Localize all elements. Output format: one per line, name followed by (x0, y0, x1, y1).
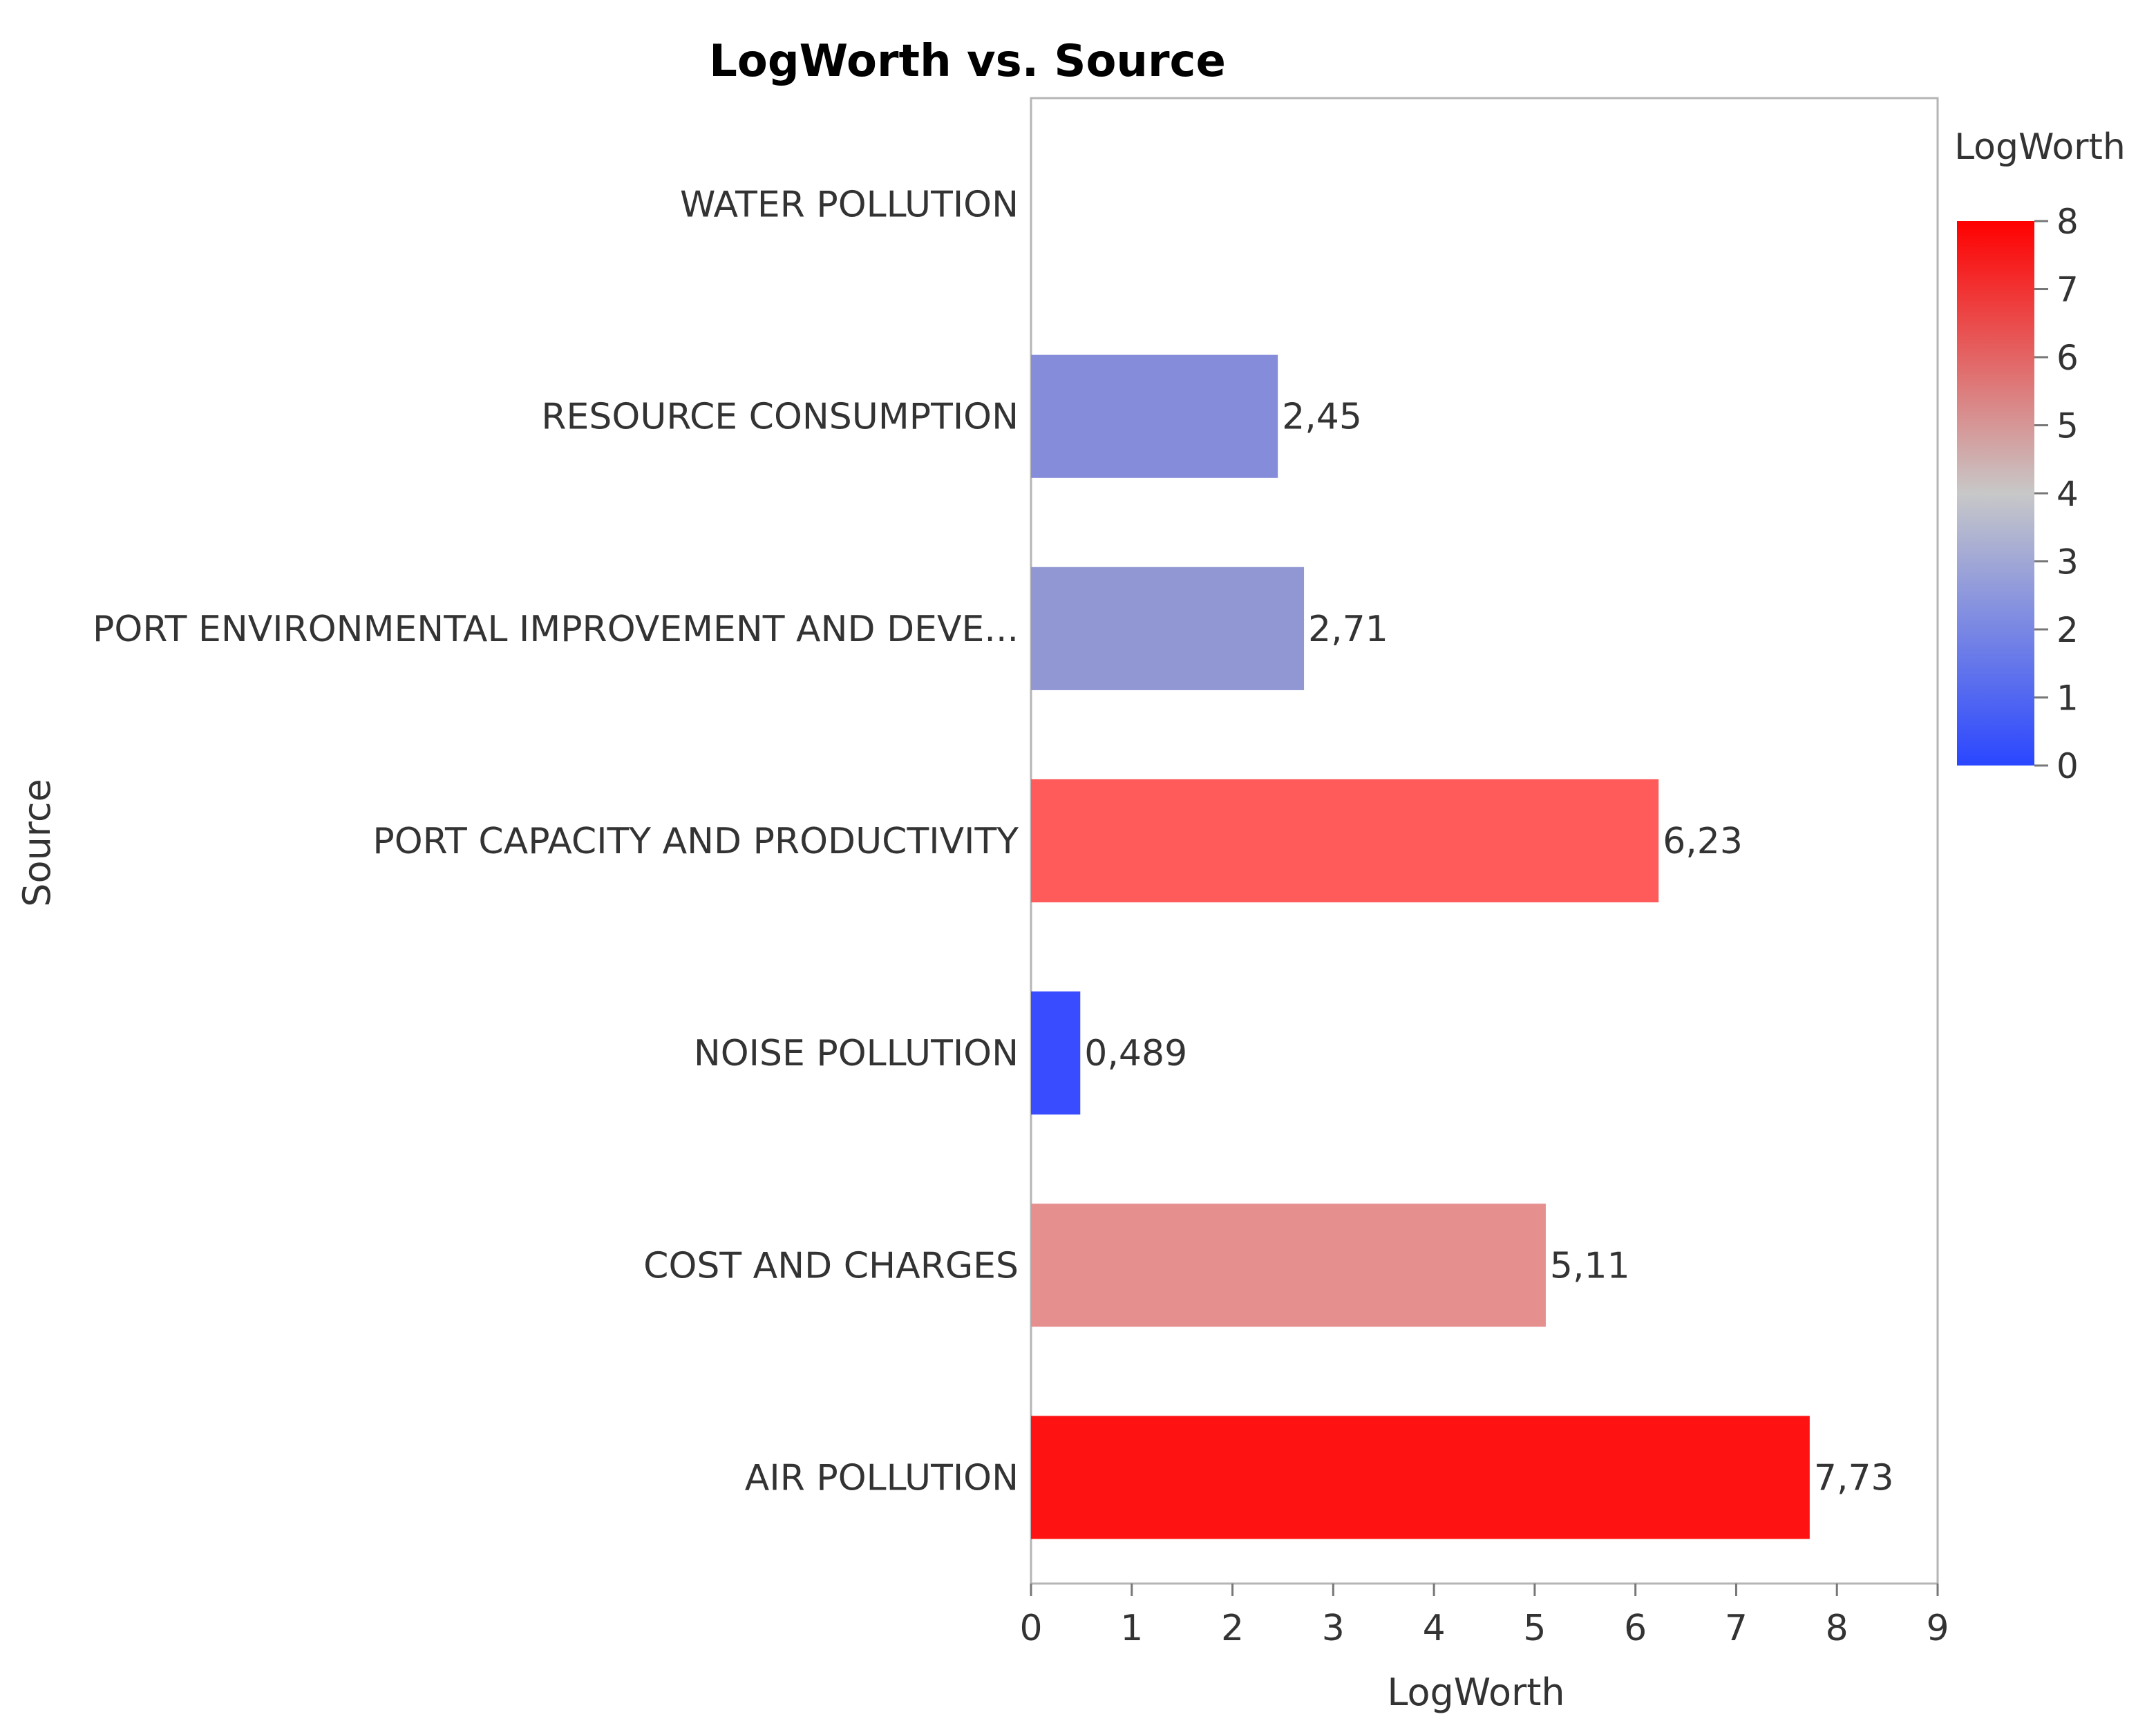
bar-air-pollution (1031, 1416, 1810, 1539)
category-labels: WATER POLLUTION RESOURCE CONSUMPTION PORT … (93, 184, 1019, 1499)
chart-title: LogWorth vs. Source (709, 36, 1226, 87)
legend-tick-label: 4 (2056, 474, 2079, 514)
bar-port-environmental-improvement-and-deve (1031, 567, 1305, 690)
category-label-resource-consumption: RESOURCE CONSUMPTION (541, 397, 1019, 438)
category-label-air-pollution: AIR POLLUTION (745, 1457, 1019, 1499)
value-label-resource-consumption: 2,45 (1282, 397, 1362, 438)
category-label-water-pollution: WATER POLLUTION (680, 184, 1019, 226)
value-label-port-environmental-improvement-and-deve: 2,71 (1308, 609, 1388, 650)
x-tick-label: 6 (1624, 1608, 1647, 1649)
x-tick-label: 7 (1725, 1608, 1748, 1649)
legend-color-bar (1957, 221, 2034, 766)
value-label-air-pollution: 7,73 (1814, 1457, 1894, 1499)
bars-group (1031, 354, 1810, 1539)
category-label-cost-and-charges: COST AND CHARGES (643, 1245, 1019, 1286)
category-label-noise-pollution: NOISE POLLUTION (694, 1033, 1019, 1074)
bar-port-capacity-and-productivity (1031, 779, 1659, 903)
x-tick-label: 1 (1120, 1608, 1143, 1649)
legend-tick-label: 5 (2056, 406, 2079, 446)
value-label-noise-pollution: 0,489 (1084, 1033, 1187, 1074)
value-label-cost-and-charges: 5,11 (1550, 1245, 1630, 1286)
x-axis: 0 1 2 3 4 5 6 7 8 9 (1019, 1584, 1949, 1649)
category-label-port-environmental-improvement-and-deve: PORT ENVIRONMENTAL IMPROVEMENT AND DEVE.… (93, 609, 1019, 650)
x-tick-label: 8 (1826, 1608, 1848, 1649)
x-tick-label: 2 (1221, 1608, 1244, 1649)
legend-tick-label: 3 (2056, 542, 2079, 582)
legend-tick-label: 1 (2056, 678, 2079, 719)
legend-tick-label: 6 (2056, 338, 2079, 378)
legend-tick-label: 7 (2056, 270, 2079, 310)
x-tick-label: 0 (1019, 1608, 1042, 1649)
x-tick-label: 9 (1926, 1608, 1949, 1649)
y-axis-title: Source (15, 779, 59, 906)
x-tick-label: 3 (1322, 1608, 1345, 1649)
legend-tick-label: 8 (2056, 202, 2079, 242)
legend-ticks: 0 1 2 3 4 5 6 7 8 (2034, 202, 2079, 786)
bar-cost-and-charges (1031, 1204, 1546, 1327)
category-label-port-capacity-and-productivity: PORT CAPACITY AND PRODUCTIVITY (372, 821, 1019, 862)
color-legend: LogWorth 0 1 2 3 4 5 6 7 8 (1954, 126, 2126, 786)
x-axis-title: LogWorth (1387, 1671, 1564, 1714)
bar-resource-consumption (1031, 354, 1278, 478)
legend-title: LogWorth (1954, 126, 2126, 168)
value-label-port-capacity-and-productivity: 6,23 (1663, 821, 1743, 862)
x-tick-label: 4 (1423, 1608, 1446, 1649)
value-labels: 2,45 2,71 6,23 0,489 5,11 7,73 (1084, 397, 1893, 1499)
legend-tick-label: 2 (2056, 610, 2079, 650)
bar-noise-pollution (1031, 991, 1081, 1115)
x-tick-label: 5 (1523, 1608, 1546, 1649)
legend-tick-label: 0 (2056, 746, 2079, 786)
